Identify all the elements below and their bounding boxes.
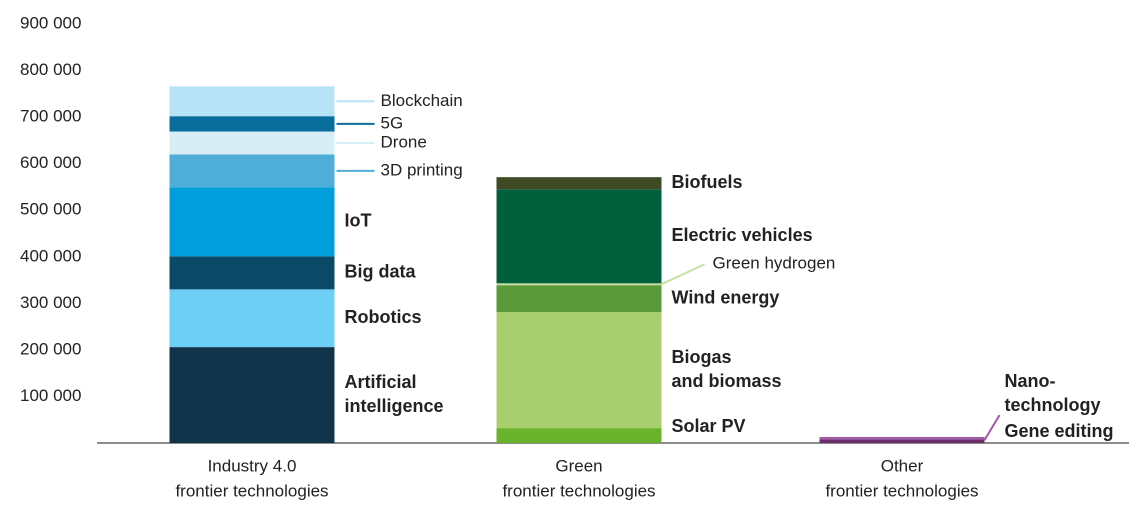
bar-segment bbox=[819, 439, 985, 443]
series-label: Nano-technology bbox=[1005, 371, 1101, 415]
series-label: 3D printing bbox=[381, 160, 463, 179]
series-label: Wind energy bbox=[672, 287, 780, 307]
bar-segment bbox=[496, 189, 662, 284]
y-tick-label: 900 000 bbox=[20, 13, 81, 32]
x-tick-label: Industry 4.0 bbox=[208, 456, 297, 475]
x-tick-label: frontier technologies bbox=[175, 481, 328, 500]
bar-segment bbox=[169, 86, 335, 117]
bar-segment bbox=[169, 256, 335, 290]
bar-segment bbox=[496, 285, 662, 313]
y-tick-label: 500 000 bbox=[20, 200, 81, 219]
bar-segment bbox=[169, 154, 335, 188]
bar-segment bbox=[169, 347, 335, 443]
leader-line bbox=[661, 263, 705, 286]
leader-line bbox=[983, 414, 1001, 441]
series-label: Robotics bbox=[345, 307, 422, 327]
bar-segment bbox=[169, 289, 335, 348]
y-tick-label: 600 000 bbox=[20, 153, 81, 172]
series-label: 5G bbox=[381, 113, 404, 132]
series-label: Solar PV bbox=[672, 416, 746, 436]
series-label: Big data bbox=[345, 262, 417, 282]
bar-segment bbox=[496, 283, 662, 286]
series-label: Gene editing bbox=[1005, 421, 1114, 441]
series-label: Green hydrogen bbox=[713, 254, 836, 273]
bar-segment bbox=[496, 312, 662, 429]
x-tick-label: Green bbox=[555, 456, 602, 475]
bar-segment bbox=[169, 187, 335, 257]
x-tick-label: Other bbox=[881, 456, 924, 475]
y-tick-label: 400 000 bbox=[20, 246, 81, 265]
bar-segment bbox=[169, 116, 335, 132]
bar-segment bbox=[169, 131, 335, 155]
bar-segment bbox=[819, 436, 985, 440]
y-tick-label: 200 000 bbox=[20, 339, 81, 358]
x-tick-label: frontier technologies bbox=[825, 481, 978, 500]
y-tick-label: 700 000 bbox=[20, 107, 81, 126]
series-label: Electric vehicles bbox=[672, 225, 813, 245]
series-label: Artificial intelligence bbox=[345, 372, 444, 416]
y-tick-label: 800 000 bbox=[20, 60, 81, 79]
series-label: Biogas and biomass bbox=[672, 347, 782, 391]
series-label: IoT bbox=[345, 211, 372, 231]
x-tick-label: frontier technologies bbox=[502, 481, 655, 500]
bar-segment bbox=[496, 428, 662, 443]
y-tick-label: 300 000 bbox=[20, 293, 81, 312]
series-label: Blockchain bbox=[381, 91, 463, 110]
series-label: Biofuels bbox=[672, 172, 743, 192]
series-label: Drone bbox=[381, 132, 427, 151]
bar-segment bbox=[496, 177, 662, 190]
y-tick-label: 100 000 bbox=[20, 386, 81, 405]
